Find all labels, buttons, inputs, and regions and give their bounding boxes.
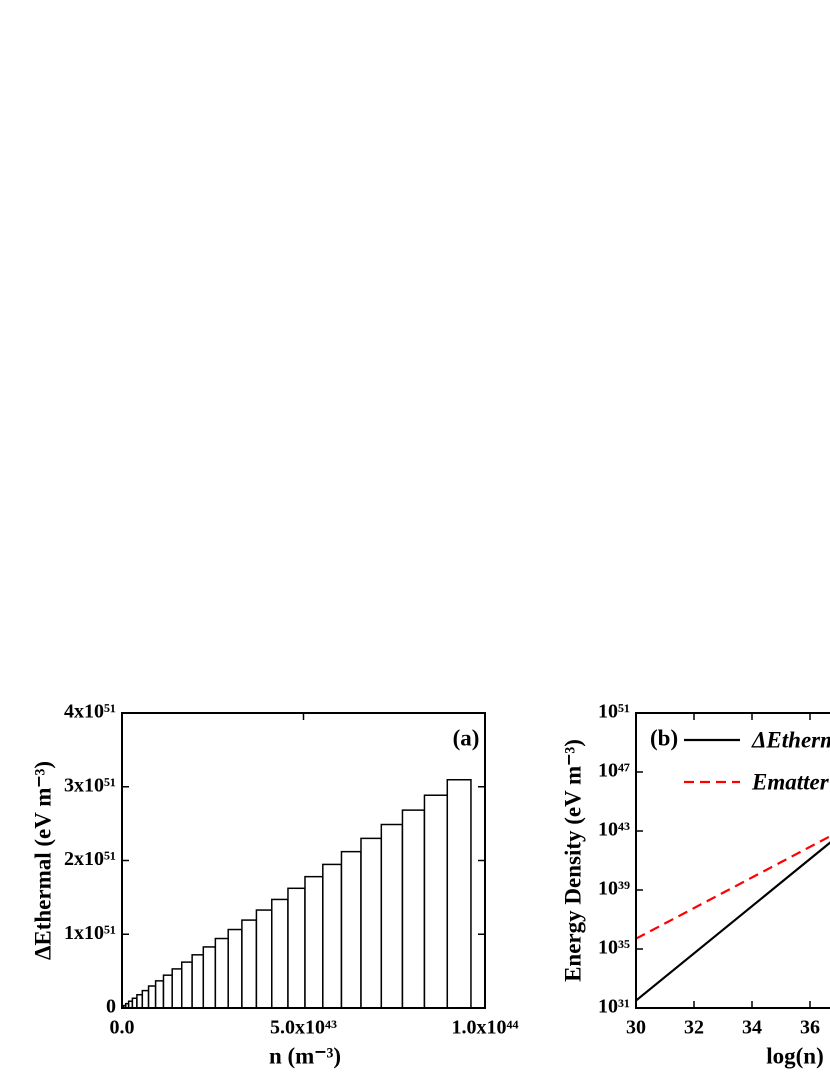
bar [255,909,273,1009]
bar [322,863,343,1009]
y-axis-label: Energy Density (eV m⁻³) [560,739,585,982]
plot-frame [635,712,830,1009]
x-tick-label: 0.0 [110,1017,135,1039]
bar [136,993,144,1009]
x-tick-label: 5.0x10⁴³ [270,1017,337,1039]
bar [180,961,193,1009]
x-tick-label: 32 [684,1017,704,1039]
annotation: (a) [453,725,480,750]
bar [162,974,173,1009]
y-tick-label: 10⁵¹ [598,701,630,723]
bar [340,850,362,1009]
bar [271,898,289,1009]
x-tick-label: 30 [626,1017,646,1039]
x-tick-label: 36 [800,1017,820,1039]
bar [287,887,306,1009]
bar [171,968,183,1009]
series-line [635,841,830,1002]
y-axis-label: ΔEthermal (eV m⁻³) [30,761,55,960]
plot-frame [121,712,486,1009]
series-line [635,835,830,940]
bar [304,875,324,1009]
y-tick-label: 0 [106,996,116,1018]
y-tick-label: 1x10⁵¹ [64,922,116,944]
bar [446,778,472,1009]
bar [202,946,217,1009]
x-axis-label: n (m⁻³) [269,1043,341,1068]
y-tick-label: 2x10⁵¹ [64,848,116,870]
bar [227,928,243,1009]
x-axis-label: log(n) [766,1043,824,1068]
x-tick-label: 34 [742,1017,762,1039]
y-tick-label: 10³⁵ [598,937,630,959]
bar [154,980,165,1009]
bar [191,954,205,1009]
y-tick-label: 10³¹ [598,996,630,1018]
y-tick-label: 4x10⁵¹ [64,701,116,723]
legend-label: Ematter [751,769,830,794]
bar [401,809,426,1009]
bar [141,989,150,1009]
legend-label: ΔEthermal [751,727,830,752]
y-tick-label: 10⁴³ [598,819,630,841]
bar [423,794,449,1009]
y-tick-label: 3x10⁵¹ [64,774,116,796]
y-tick-label: 10³⁹ [598,878,630,900]
bar [241,919,258,1009]
y-tick-label: 10⁴⁷ [598,760,630,782]
x-tick-label: 1.0x10⁴⁴ [452,1017,519,1039]
annotation: (b) [650,725,678,750]
bar [147,985,157,1009]
bar [380,823,404,1009]
bar [214,937,229,1009]
bar [360,837,383,1009]
